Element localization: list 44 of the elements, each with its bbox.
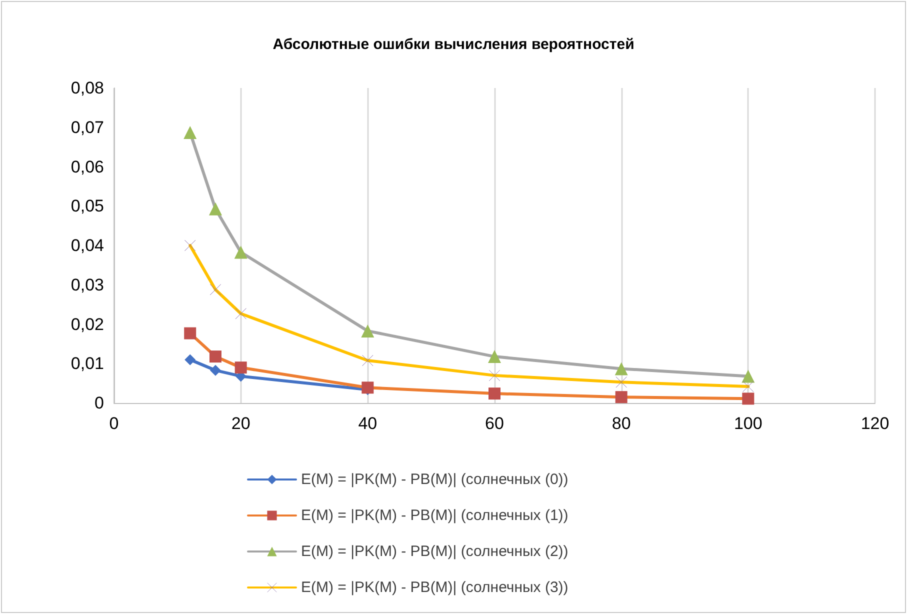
legend-label: E(M) = |PK(M) - PB(M)| (солнечных (1))	[301, 507, 568, 524]
x-tick-label: 20	[231, 414, 250, 433]
x-tick-label: 0	[109, 414, 119, 433]
point	[489, 370, 500, 381]
point	[362, 382, 374, 394]
x-tick-label: 100	[734, 414, 762, 433]
point	[742, 370, 755, 383]
point	[488, 388, 500, 400]
legend-label: E(M) = |PK(M) - PB(M)| (солнечных (2))	[301, 543, 568, 560]
point	[234, 362, 247, 374]
y-tick-label: 0,05	[70, 196, 104, 216]
y-tick-label: 0,02	[70, 314, 104, 334]
point	[208, 202, 222, 216]
y-tick-label: 0,01	[70, 354, 104, 374]
y-tick-label: 0	[94, 394, 104, 412]
point	[235, 308, 246, 320]
point	[361, 324, 374, 338]
x-tick-label: 80	[612, 414, 631, 433]
y-tick-label: 0,03	[70, 275, 104, 294]
point	[234, 246, 248, 259]
point	[184, 126, 197, 139]
y-tick-label: 0,04	[70, 236, 104, 255]
point	[615, 391, 628, 404]
x-tick-label: 120	[860, 414, 890, 433]
x-tick-label: 60	[485, 414, 504, 433]
point	[210, 284, 221, 296]
y-tick-label: 0,08	[70, 78, 104, 98]
y-tick-label: 0,07	[70, 118, 104, 137]
point	[742, 392, 754, 405]
point	[209, 350, 222, 363]
point	[488, 350, 501, 364]
point	[210, 364, 221, 376]
x-tick-label: 40	[358, 414, 378, 433]
point	[362, 354, 374, 366]
point	[616, 376, 627, 388]
legend-label: E(M) = |PK(M) - PB(M)| (солнечных (3))	[301, 579, 568, 596]
point	[184, 327, 196, 340]
y-tick-label: 0,06	[70, 157, 104, 176]
point	[742, 380, 754, 392]
point	[614, 362, 628, 376]
point	[184, 354, 196, 366]
chart-title: Абсолютные ошибки вычисления вероятностей	[272, 36, 634, 53]
point	[184, 240, 196, 251]
legend-label: E(M) = |PK(M) - PB(M)| (солнечных (0))	[301, 471, 568, 488]
